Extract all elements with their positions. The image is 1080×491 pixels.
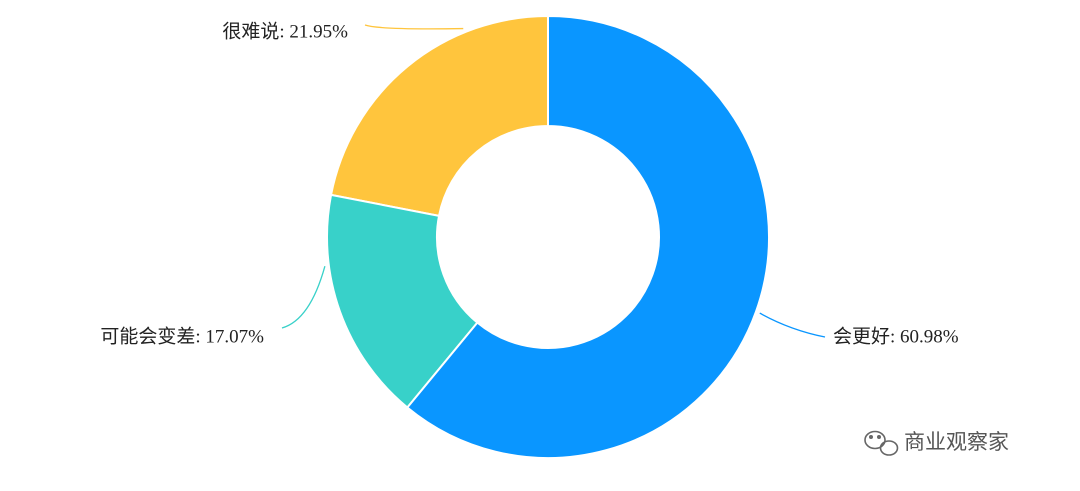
slice-label: 可能会变差: 17.07% (100, 325, 264, 347)
slice-label: 会更好: 60.98% (833, 325, 959, 347)
slice (329, 14, 549, 218)
leader-line (759, 312, 826, 338)
slice (326, 193, 479, 409)
slice-label: 很难说: 21.95% (222, 20, 348, 42)
slice (405, 14, 770, 459)
leader-line (364, 24, 464, 30)
watermark-icon (864, 430, 899, 456)
leader-line (281, 266, 326, 329)
watermark: 商业观察家 (904, 430, 1009, 454)
